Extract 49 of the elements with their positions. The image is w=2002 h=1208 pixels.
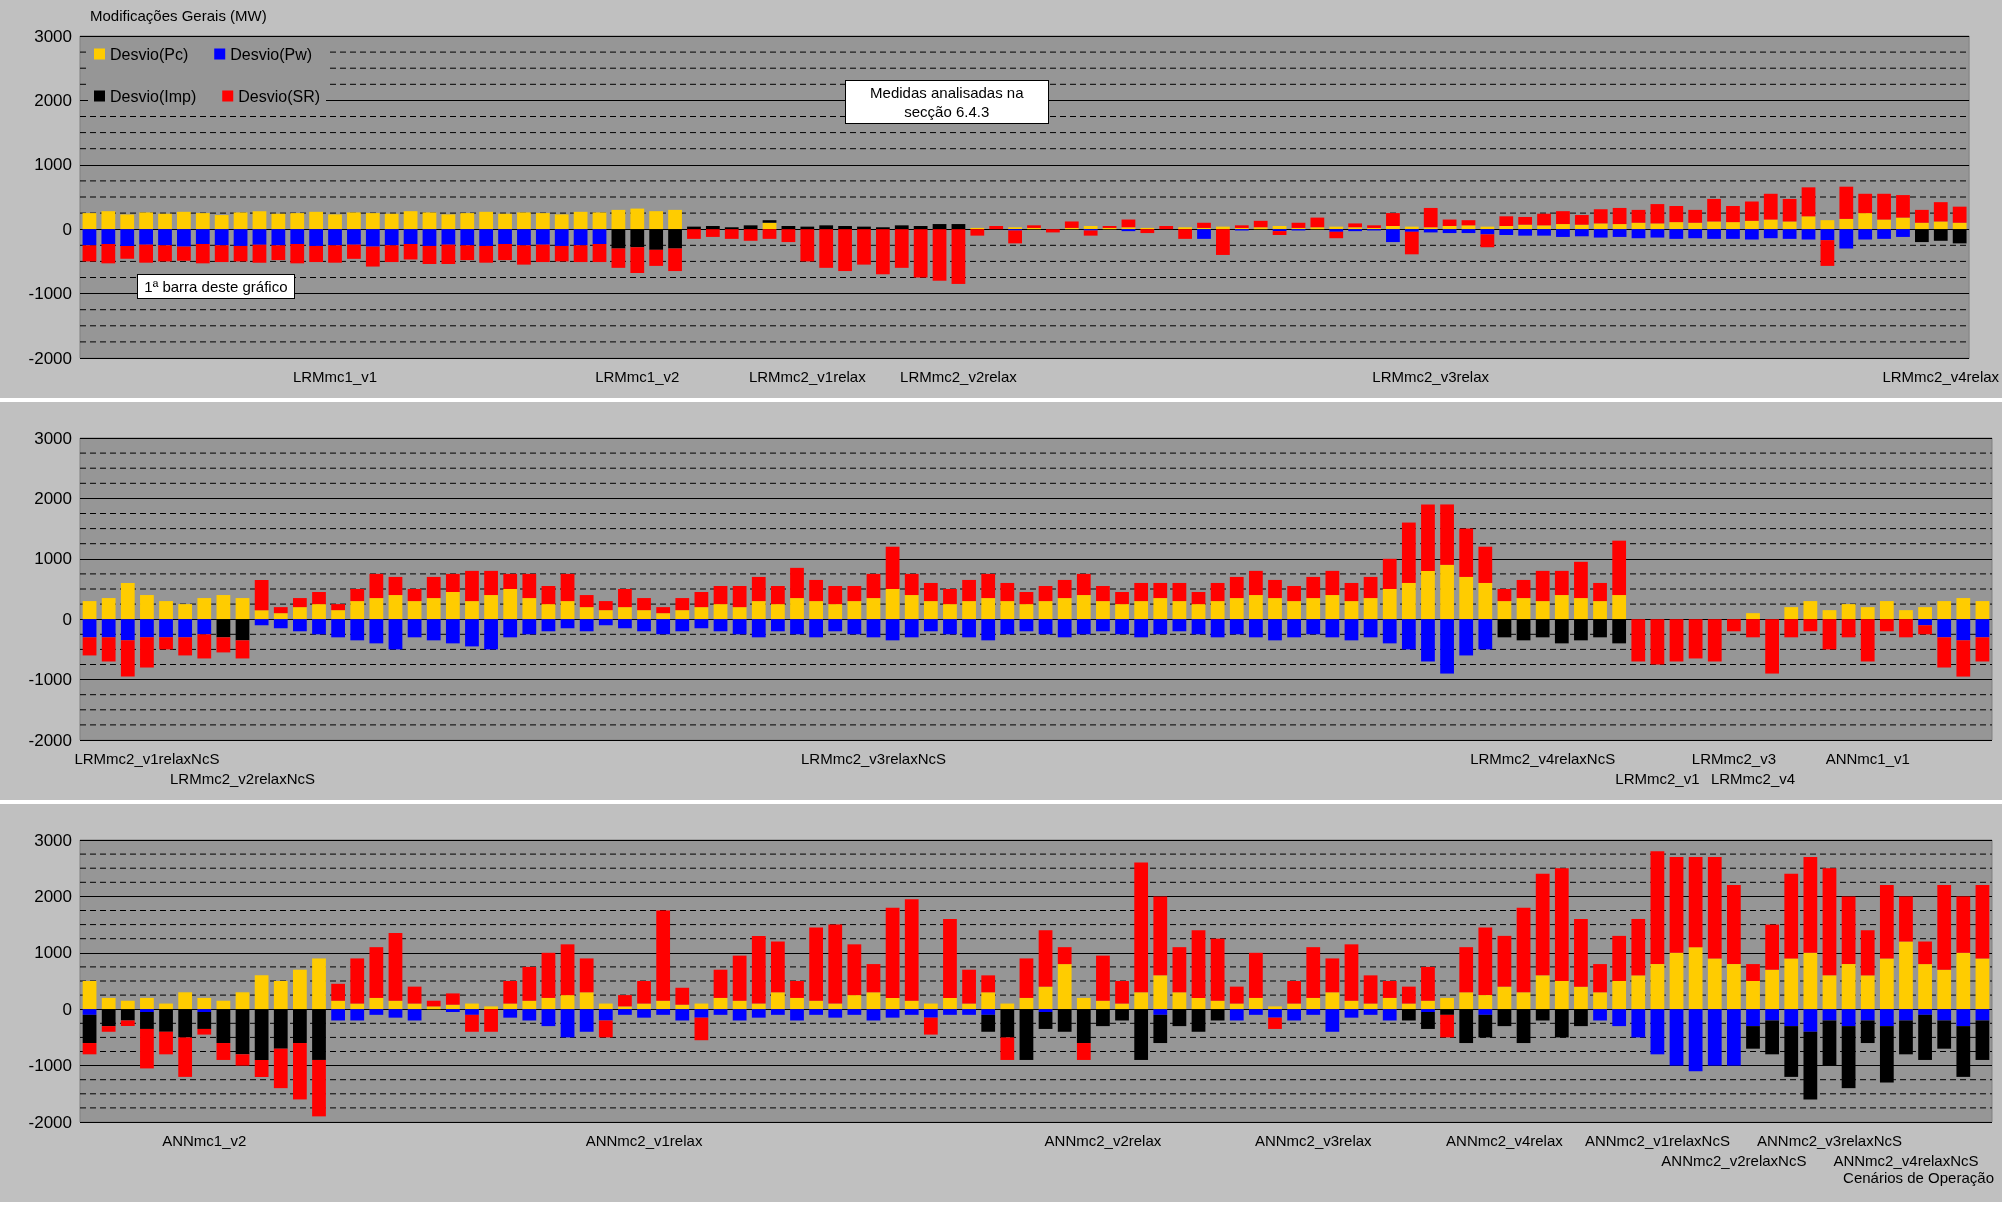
- y-tick-label: 3000: [34, 830, 72, 850]
- y-tick-label: 3000: [34, 428, 72, 448]
- y-axis-title: Modificações Gerais (MW): [90, 7, 267, 24]
- x-tick-label: ANNmc1_v2: [162, 1131, 247, 1149]
- x-tick-label: ANNmc2_v4relax: [1446, 1131, 1564, 1149]
- x-tick-label: LRMmc2_v4relaxNcS: [1470, 749, 1616, 767]
- x-tick-label: ANNmc2_v1relaxNcS: [1584, 1131, 1730, 1149]
- y-tick-label: 0: [62, 999, 72, 1019]
- x-tick-label: LRMmc1_v2: [595, 367, 680, 385]
- y-tick-label: -1000: [28, 284, 72, 304]
- y-tick-label: 0: [62, 219, 72, 239]
- y-tick-label: 2000: [34, 90, 72, 110]
- legend-label: Desvio(Pc): [110, 45, 189, 63]
- y-tick-label: 1000: [34, 549, 72, 569]
- y-tick-label: -2000: [28, 348, 72, 368]
- y-tick-label: -1000: [28, 1056, 72, 1076]
- y-tick-label: -2000: [28, 730, 72, 750]
- legend-label: Desvio(SR): [238, 87, 321, 105]
- callout-box: Medidas analisadas na secção 6.4.3: [844, 80, 1049, 125]
- x-tick-label: LRMmc2_v4relax: [1882, 367, 2000, 385]
- x-tick-label: LRMmc1_v1: [292, 367, 378, 385]
- callout-box: 1ª barra deste gráfico: [137, 273, 295, 299]
- y-tick-label: 3000: [34, 26, 72, 46]
- x-tick-label: ANNmc1_v1: [1825, 749, 1910, 767]
- x-tick-label: LRMmc2_v4: [1710, 769, 1796, 787]
- y-tick-label: 1000: [34, 155, 72, 175]
- y-tick-label: -2000: [28, 1112, 72, 1132]
- x-tick-label: ANNmc2_v2relax: [1044, 1131, 1162, 1149]
- x-tick-label: LRMmc2_v3relax: [1372, 367, 1490, 385]
- x-tick-label: LRMmc2_v3relaxNcS: [800, 749, 946, 767]
- x-tick-label: LRMmc2_v2relax: [900, 367, 1018, 385]
- y-tick-label: 0: [62, 609, 72, 629]
- legend-label: Desvio(Pw): [230, 45, 313, 63]
- y-tick-label: -1000: [28, 670, 72, 690]
- x-tick-label: LRMmc2_v1relax: [748, 367, 867, 385]
- x-axis-title: Cenários de Operação: [1843, 1169, 1994, 1186]
- x-tick-label: LRMmc2_v3: [1691, 749, 1776, 767]
- x-tick-label: LRMmc2_v1: [1615, 769, 1700, 787]
- y-tick-label: 2000: [34, 488, 72, 508]
- x-tick-label: LRMmc2_v2relaxNcS: [170, 769, 316, 787]
- x-tick-label: ANNmc2_v4relaxNcS: [1833, 1151, 1979, 1169]
- y-tick-label: 1000: [34, 943, 72, 963]
- legend-label: Desvio(Imp): [110, 87, 197, 105]
- x-tick-label: ANNmc2_v2relaxNcS: [1661, 1151, 1807, 1169]
- x-tick-label: LRMmc2_v1relaxNcS: [74, 749, 220, 767]
- x-tick-label: ANNmc2_v3relaxNcS: [1756, 1131, 1902, 1149]
- y-tick-label: 2000: [34, 886, 72, 906]
- x-tick-label: ANNmc2_v1relax: [585, 1131, 703, 1149]
- x-tick-label: ANNmc2_v3relax: [1254, 1131, 1373, 1149]
